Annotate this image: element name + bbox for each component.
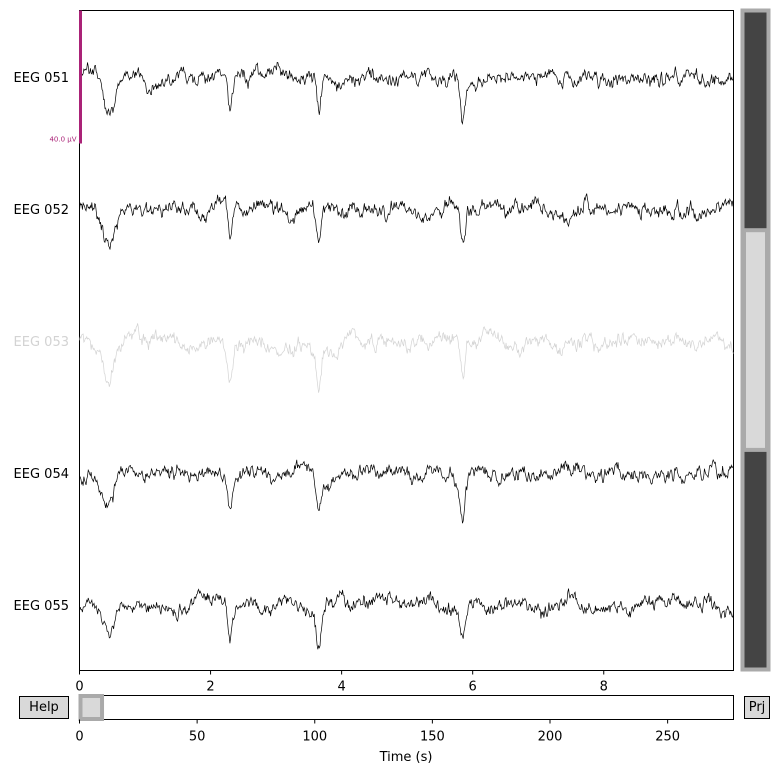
scroll-tick-label: 250 [655, 730, 680, 745]
scroll-tick-label: 50 [189, 730, 206, 745]
channel-label-eeg-055[interactable]: EEG 055 [14, 599, 69, 614]
trace-eeg-052[interactable] [79, 193, 734, 250]
trace-eeg-053[interactable] [79, 323, 734, 393]
time-axis-label: Time (s) [379, 750, 433, 765]
trace-eeg-054[interactable] [79, 458, 734, 524]
channel-label-eeg-053[interactable]: EEG 053 [14, 335, 69, 350]
trace-eeg-055[interactable] [79, 588, 734, 650]
time-scrollbar-thumb[interactable] [78, 694, 105, 721]
time-scrollbar[interactable]: 0 50 100 150 200 250 Time (s) [75, 694, 734, 766]
help-button[interactable]: Help [19, 696, 69, 719]
channel-scrollbar[interactable] [740, 8, 771, 672]
trace-eeg-051[interactable] [79, 62, 734, 125]
main-axes-frame [79, 10, 734, 671]
channel-labels: EEG 051 EEG 052 EEG 053 EEG 054 EEG 055 [14, 71, 69, 614]
scroll-tick-label: 0 [75, 730, 83, 745]
scalebar-label: 40.0 µV [49, 136, 76, 144]
time-scrollbar-frame[interactable] [79, 695, 734, 720]
channel-label-eeg-052[interactable]: EEG 052 [14, 203, 69, 218]
scalebar: 40.0 µV [49, 10, 82, 144]
time-tick-label: 4 [337, 680, 345, 695]
projector-button[interactable]: Prj [744, 696, 770, 719]
channel-scrollbar-thumb[interactable] [742, 228, 769, 452]
time-tick-label: 6 [469, 680, 477, 695]
channel-label-eeg-051[interactable]: EEG 051 [14, 71, 69, 86]
time-tick-label: 2 [206, 680, 214, 695]
time-axis-ticks: 0 2 4 6 8 [75, 670, 608, 695]
scroll-tick-label: 100 [302, 730, 327, 745]
time-tick-label: 8 [600, 680, 608, 695]
time-scrollbar-ticks: 0 50 100 150 200 250 [75, 719, 680, 745]
scroll-tick-label: 200 [538, 730, 563, 745]
time-tick-label: 0 [75, 680, 83, 695]
channel-traces [79, 62, 734, 650]
channel-label-eeg-054[interactable]: EEG 054 [14, 467, 69, 482]
scroll-tick-label: 150 [420, 730, 445, 745]
